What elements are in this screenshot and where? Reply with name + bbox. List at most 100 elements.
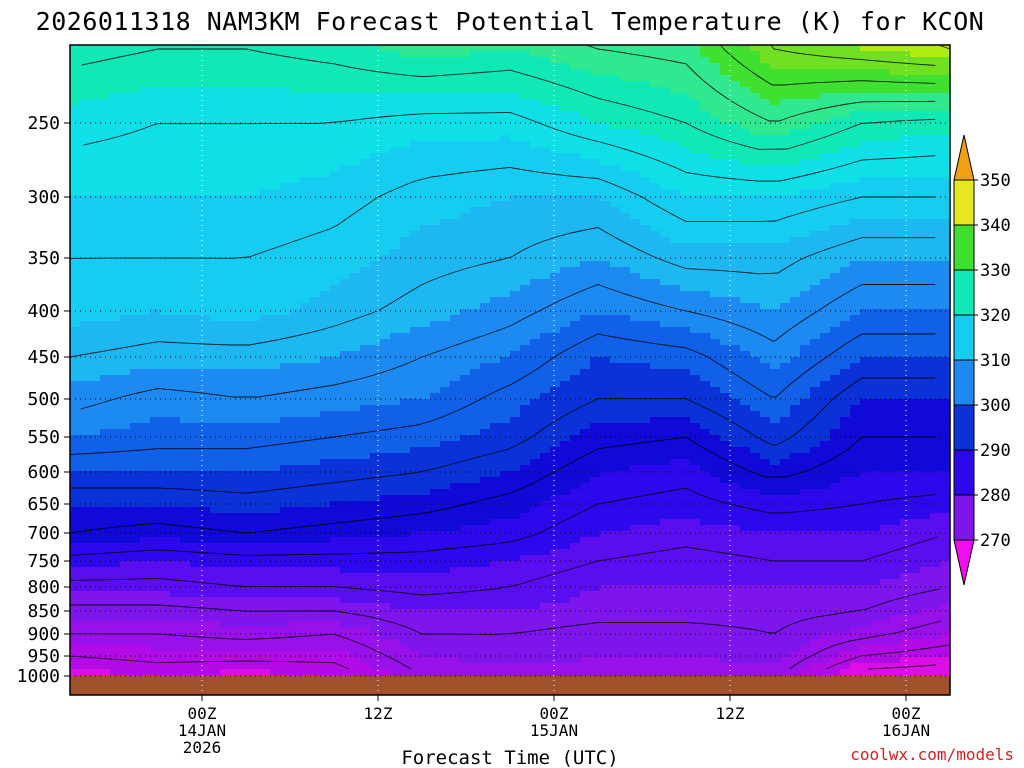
field-cell bbox=[200, 171, 211, 178]
field-cell bbox=[430, 57, 441, 64]
field-cell bbox=[520, 195, 531, 202]
field-cell bbox=[850, 153, 861, 160]
field-cell bbox=[360, 363, 371, 370]
field-cell bbox=[180, 327, 191, 334]
field-cell bbox=[230, 357, 241, 364]
field-cell bbox=[570, 267, 581, 274]
field-cell bbox=[900, 135, 911, 142]
field-cell bbox=[520, 381, 531, 388]
field-cell bbox=[450, 303, 461, 310]
field-cell bbox=[730, 183, 741, 190]
field-cell bbox=[260, 99, 271, 106]
field-cell bbox=[340, 87, 351, 94]
field-cell bbox=[300, 243, 311, 250]
field-cell bbox=[540, 87, 551, 94]
field-cell bbox=[240, 375, 251, 382]
field-cell bbox=[650, 99, 661, 106]
field-cell bbox=[160, 267, 171, 274]
field-cell bbox=[340, 81, 351, 88]
field-cell bbox=[450, 81, 461, 88]
field-cell bbox=[540, 177, 551, 184]
field-cell bbox=[120, 225, 131, 232]
field-cell bbox=[610, 63, 621, 70]
field-cell bbox=[600, 345, 611, 352]
field-cell bbox=[340, 225, 351, 232]
field-cell bbox=[760, 171, 771, 178]
field-cell bbox=[420, 213, 431, 220]
field-cell bbox=[700, 177, 711, 184]
field-cell bbox=[580, 279, 591, 286]
field-cell bbox=[160, 189, 171, 196]
field-cell bbox=[70, 333, 81, 340]
field-cell bbox=[780, 333, 791, 340]
field-cell bbox=[100, 189, 111, 196]
field-cell bbox=[350, 369, 361, 376]
field-cell bbox=[290, 297, 301, 304]
field-cell bbox=[500, 135, 511, 142]
field-cell bbox=[730, 273, 741, 280]
field-cell bbox=[590, 237, 601, 244]
field-cell bbox=[520, 207, 531, 214]
field-cell bbox=[450, 201, 461, 208]
field-cell bbox=[610, 195, 621, 202]
field-cell bbox=[90, 219, 101, 226]
field-cell bbox=[100, 321, 111, 328]
field-cell bbox=[520, 219, 531, 226]
field-cell bbox=[840, 123, 851, 130]
field-cell bbox=[240, 147, 251, 154]
field-cell bbox=[880, 243, 891, 250]
field-cell bbox=[380, 231, 391, 238]
field-cell bbox=[490, 69, 501, 76]
field-cell bbox=[230, 189, 241, 196]
field-cell bbox=[140, 237, 151, 244]
field-cell bbox=[450, 339, 461, 346]
field-cell bbox=[280, 333, 291, 340]
field-cell bbox=[490, 291, 501, 298]
field-cell bbox=[190, 147, 201, 154]
field-cell bbox=[640, 123, 651, 130]
field-cell bbox=[940, 333, 951, 340]
field-cell bbox=[670, 267, 681, 274]
field-cell bbox=[310, 261, 321, 268]
field-cell bbox=[560, 303, 571, 310]
field-cell bbox=[700, 321, 711, 328]
field-cell bbox=[550, 333, 561, 340]
field-cell bbox=[620, 141, 631, 148]
field-cell bbox=[400, 315, 411, 322]
field-cell bbox=[130, 273, 141, 280]
field-cell bbox=[290, 87, 301, 94]
field-cell bbox=[680, 297, 691, 304]
field-cell bbox=[540, 381, 551, 388]
field-cell bbox=[600, 57, 611, 64]
field-cell bbox=[200, 195, 211, 202]
field-cell bbox=[900, 363, 911, 370]
field-cell bbox=[470, 141, 481, 148]
field-cell bbox=[600, 243, 611, 250]
field-cell bbox=[410, 381, 421, 388]
field-cell bbox=[180, 261, 191, 268]
field-cell bbox=[630, 273, 641, 280]
field-cell bbox=[690, 249, 701, 256]
field-cell bbox=[750, 231, 761, 238]
field-cell bbox=[340, 369, 351, 376]
field-cell bbox=[790, 135, 801, 142]
field-cell bbox=[740, 111, 751, 118]
field-cell bbox=[420, 279, 431, 286]
field-cell bbox=[530, 51, 541, 58]
field-cell bbox=[850, 369, 861, 376]
field-cell bbox=[550, 177, 561, 184]
field-cell bbox=[700, 159, 711, 166]
field-cell bbox=[90, 315, 101, 322]
field-cell bbox=[120, 63, 131, 70]
field-cell bbox=[500, 369, 511, 376]
field-cell bbox=[570, 261, 581, 268]
field-cell bbox=[870, 57, 881, 64]
field-cell bbox=[230, 111, 241, 118]
field-cell bbox=[740, 153, 751, 160]
field-cell bbox=[280, 171, 291, 178]
field-cell bbox=[190, 141, 201, 148]
field-cell bbox=[520, 141, 531, 148]
field-cell bbox=[100, 261, 111, 268]
field-cell bbox=[620, 123, 631, 130]
field-cell bbox=[280, 165, 291, 172]
